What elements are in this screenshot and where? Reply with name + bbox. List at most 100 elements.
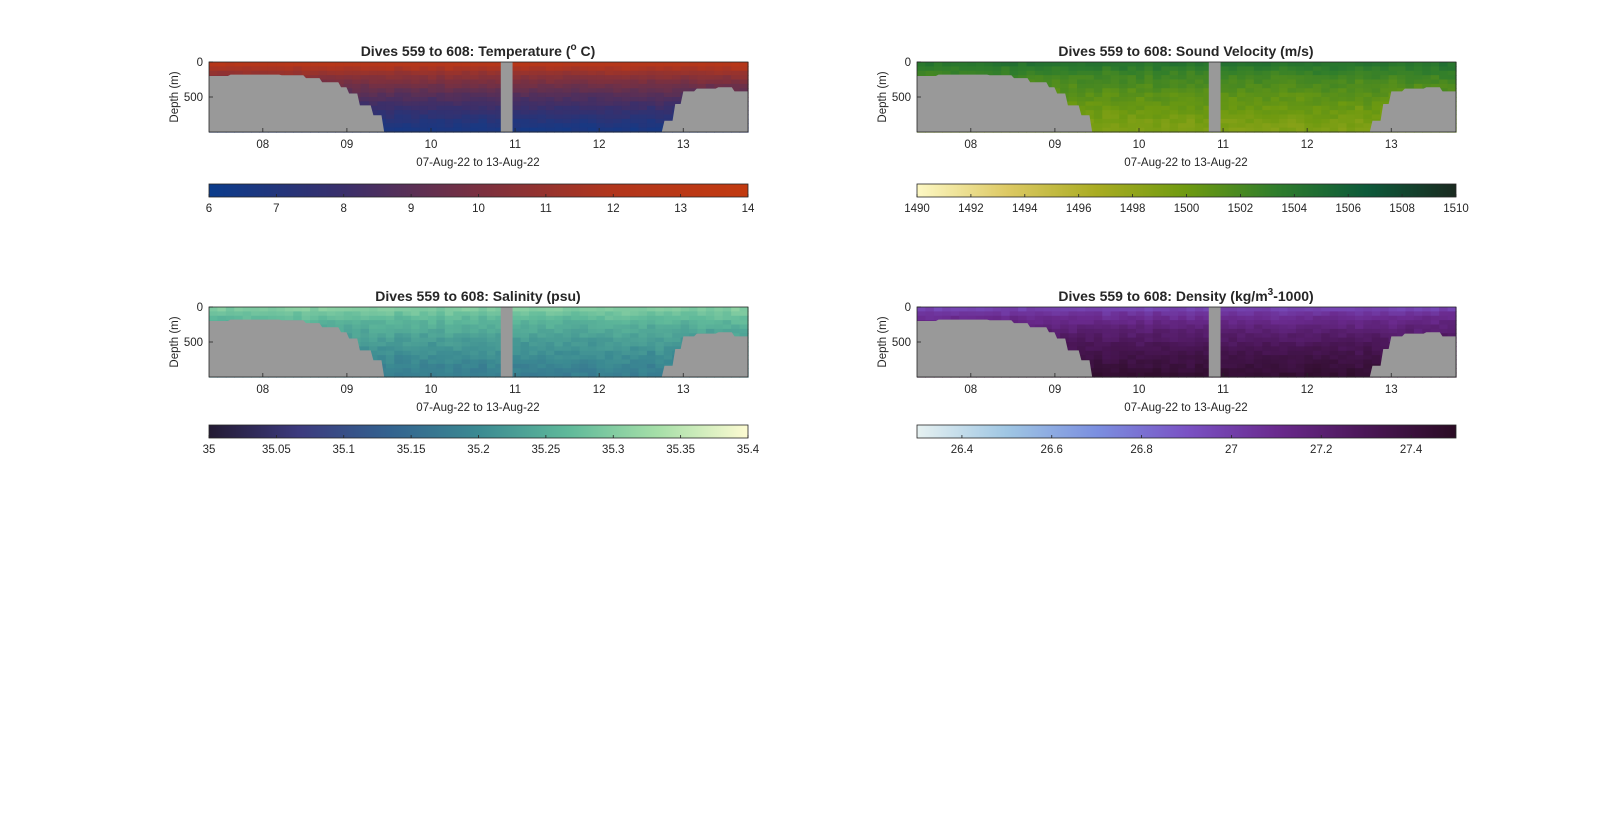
data-cell — [512, 88, 522, 94]
data-cell — [1346, 101, 1356, 107]
data-cell — [992, 307, 1002, 312]
data-cell — [1220, 333, 1230, 339]
data-cell — [1186, 372, 1196, 378]
data-cell — [1161, 114, 1171, 120]
data-cell — [1245, 350, 1255, 356]
data-cell — [1186, 92, 1196, 98]
data-cell — [520, 92, 530, 98]
data-cell — [1186, 350, 1196, 356]
data-cell — [1161, 110, 1171, 116]
data-cell — [579, 350, 589, 356]
data-cell — [1034, 315, 1044, 321]
data-cell — [352, 324, 362, 330]
data-cell — [722, 75, 732, 81]
data-cell — [1253, 359, 1263, 365]
data-cell — [1051, 79, 1061, 85]
data-cell — [1127, 311, 1137, 317]
data-cell — [444, 311, 454, 317]
data-cell — [1110, 333, 1120, 339]
data-cell — [638, 66, 648, 72]
data-cell — [520, 324, 530, 330]
data-cell — [1102, 66, 1112, 72]
data-cell — [1405, 83, 1415, 89]
data-cell — [1354, 363, 1364, 369]
data-cell — [1102, 123, 1112, 129]
data-cell — [234, 315, 244, 321]
data-cell — [1295, 97, 1305, 102]
data-cell — [1194, 363, 1204, 369]
data-cell — [1253, 372, 1263, 378]
data-cell — [630, 123, 640, 129]
data-cell — [267, 70, 277, 76]
title-suffix: -1000) — [1273, 288, 1313, 304]
data-cell — [394, 83, 404, 89]
data-cell — [731, 70, 741, 76]
data-cell — [419, 355, 429, 361]
data-cell — [646, 320, 656, 326]
data-cell — [1329, 311, 1339, 317]
data-cell — [529, 307, 539, 312]
data-cell — [1346, 127, 1356, 133]
data-cell — [520, 333, 530, 339]
data-cell — [1253, 315, 1263, 321]
data-cell — [427, 110, 437, 116]
data-cell — [646, 315, 656, 321]
bathymetry-mask — [209, 74, 748, 132]
data-cell — [427, 97, 437, 102]
x-tick-label: 08 — [256, 384, 269, 396]
data-cell — [1245, 320, 1255, 326]
data-cell — [579, 311, 589, 317]
data-cell — [663, 101, 673, 107]
data-cell — [1354, 355, 1364, 361]
data-cell — [663, 75, 673, 81]
data-cell — [638, 311, 648, 317]
data-cell — [638, 333, 648, 339]
data-cell — [1338, 328, 1348, 334]
data-cell — [1237, 337, 1247, 343]
data-cell — [385, 337, 395, 343]
data-cell — [689, 66, 699, 72]
colorbar-tick-label: 35.4 — [737, 444, 760, 456]
data-cell — [1279, 307, 1289, 312]
data-cell — [739, 62, 749, 67]
data-cell — [1060, 70, 1070, 76]
data-cell — [1253, 328, 1263, 334]
data-cell — [1220, 101, 1230, 107]
data-cell — [1077, 92, 1087, 98]
data-cell — [630, 127, 640, 133]
data-cell — [579, 315, 589, 321]
data-cell — [739, 66, 749, 72]
data-cell — [402, 346, 412, 352]
x-tick-label: 13 — [1385, 384, 1398, 396]
data-cell — [436, 75, 446, 81]
data-cell — [613, 333, 623, 339]
data-cell — [604, 359, 614, 365]
data-cell — [1161, 346, 1171, 352]
data-cell — [1110, 346, 1120, 352]
data-cell — [369, 101, 379, 107]
data-cell — [1295, 79, 1305, 85]
data-cell — [562, 88, 572, 94]
data-cell — [1279, 372, 1289, 378]
data-cell — [1430, 83, 1440, 89]
data-cell — [453, 123, 463, 129]
data-cell — [1152, 66, 1162, 72]
data-cell — [1178, 359, 1188, 365]
data-cell — [933, 62, 943, 67]
data-cell — [1169, 359, 1179, 365]
data-cell — [714, 79, 724, 85]
data-cell — [1439, 333, 1449, 339]
data-cell — [1060, 324, 1070, 330]
data-cell — [1228, 368, 1238, 374]
data-cell — [402, 123, 412, 129]
data-cell — [1287, 110, 1297, 116]
data-cell — [1321, 342, 1331, 347]
data-cell — [1119, 97, 1129, 102]
data-cell — [663, 105, 673, 111]
data-cell — [1127, 83, 1137, 89]
data-cell — [1397, 62, 1407, 67]
data-cell — [529, 372, 539, 378]
data-cell — [672, 75, 682, 81]
data-cell — [917, 315, 927, 321]
panel-title: Dives 559 to 608: Density (kg/m3-1000) — [1058, 287, 1313, 304]
